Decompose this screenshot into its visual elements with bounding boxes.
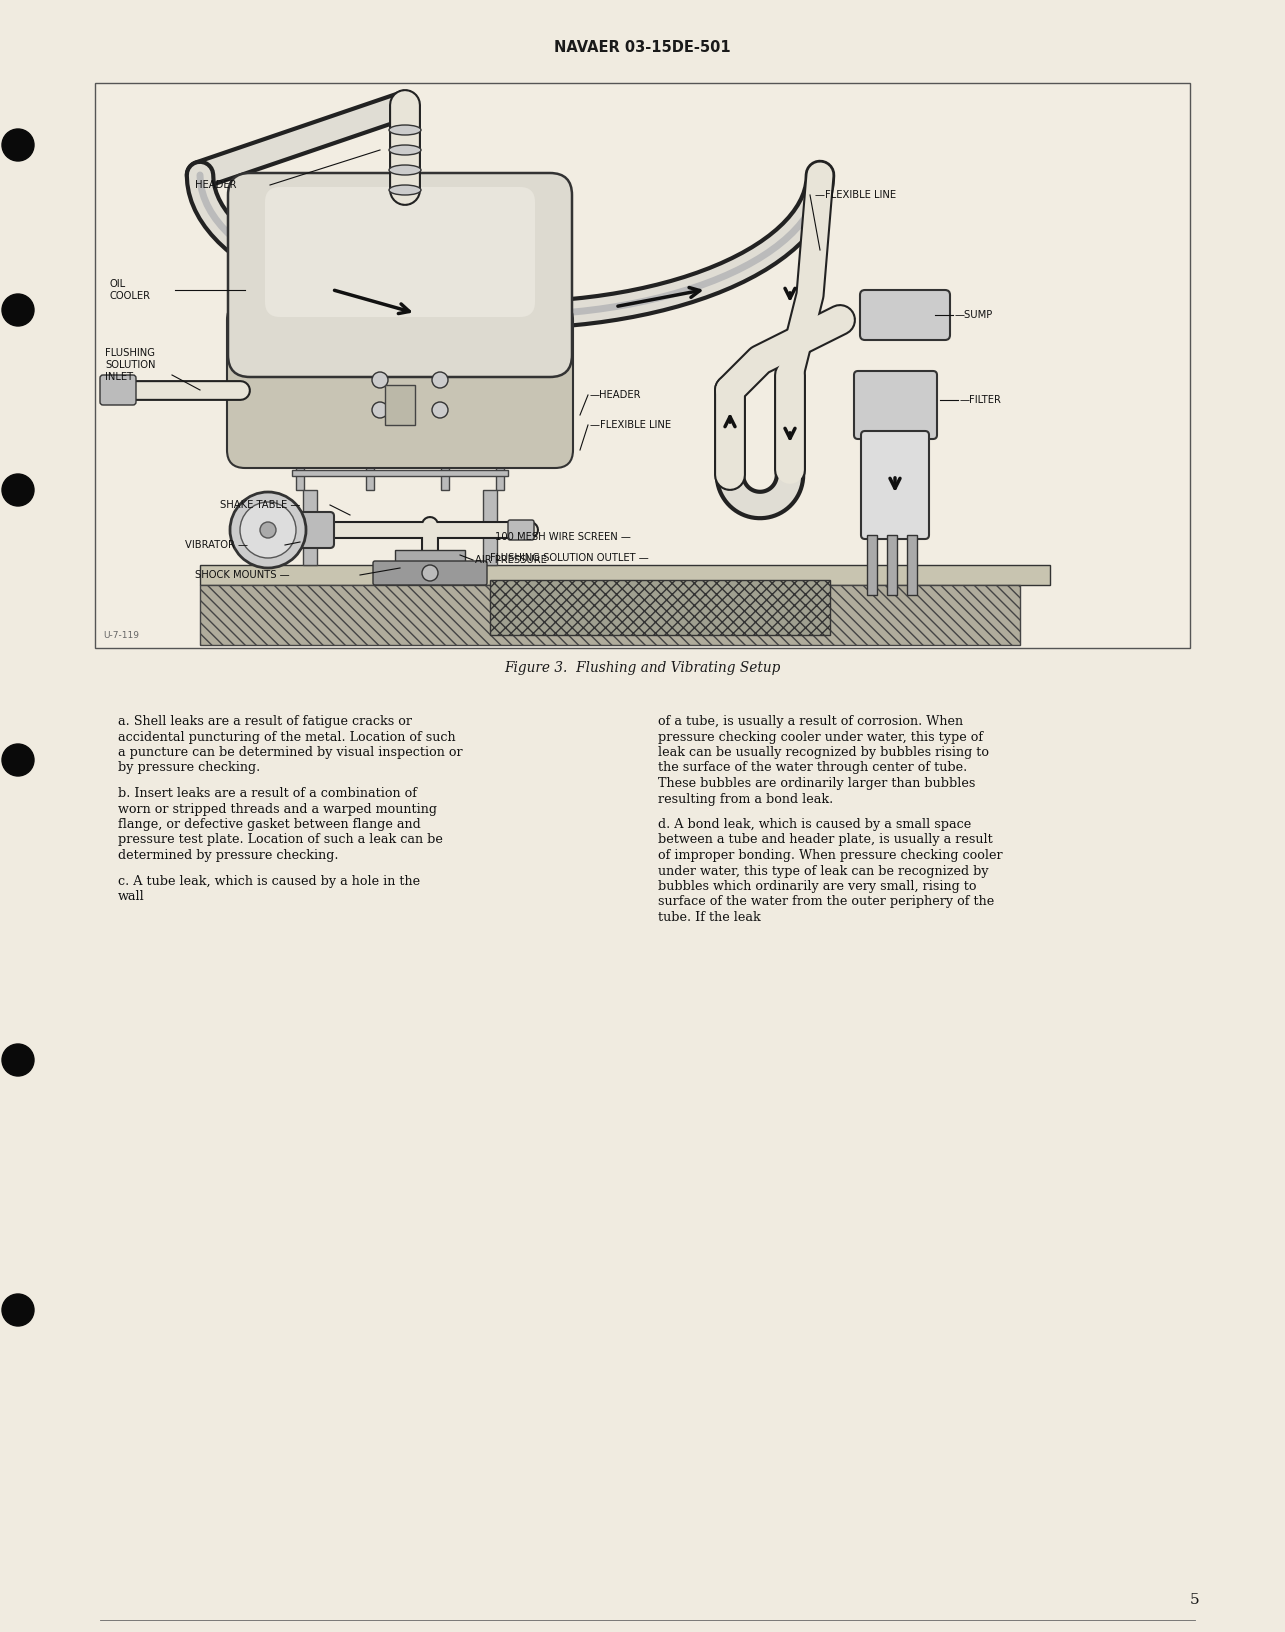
Circle shape	[3, 129, 33, 162]
Text: 100 MESH WIRE SCREEN —: 100 MESH WIRE SCREEN —	[495, 532, 631, 542]
Text: accidental puncturing of the metal. Location of such: accidental puncturing of the metal. Loca…	[118, 731, 456, 744]
Text: c. A tube leak, which is caused by a hole in the: c. A tube leak, which is caused by a hol…	[118, 875, 420, 888]
Text: worn or stripped threads and a warped mounting: worn or stripped threads and a warped mo…	[118, 803, 437, 816]
Text: SHOCK MOUNTS —: SHOCK MOUNTS —	[195, 570, 289, 579]
Ellipse shape	[389, 165, 421, 175]
FancyBboxPatch shape	[265, 188, 535, 317]
Bar	[887, 535, 897, 596]
Text: U-7-119: U-7-119	[103, 632, 139, 640]
Text: FLUSHING
SOLUTION
INLET: FLUSHING SOLUTION INLET	[105, 348, 155, 382]
Bar	[496, 361, 504, 490]
Circle shape	[3, 744, 33, 775]
Ellipse shape	[389, 126, 421, 135]
Text: These bubbles are ordinarily larger than bubbles: These bubbles are ordinarily larger than…	[658, 777, 975, 790]
Polygon shape	[200, 565, 1050, 584]
FancyBboxPatch shape	[855, 370, 937, 439]
Text: tube. If the leak: tube. If the leak	[658, 911, 761, 924]
Circle shape	[260, 522, 276, 539]
Text: bubbles which ordinarily are very small, rising to: bubbles which ordinarily are very small,…	[658, 880, 977, 893]
Text: flange, or defective gasket between flange and: flange, or defective gasket between flan…	[118, 818, 420, 831]
Bar	[200, 584, 1020, 645]
Bar	[441, 361, 448, 490]
Text: the surface of the water through center of tube.: the surface of the water through center …	[658, 762, 968, 775]
Text: pressure checking cooler under water, this type of: pressure checking cooler under water, th…	[658, 731, 983, 744]
Bar	[292, 470, 508, 477]
Text: —SUMP: —SUMP	[955, 310, 993, 320]
Text: b. Insert leaks are a result of a combination of: b. Insert leaks are a result of a combin…	[118, 787, 418, 800]
Text: d. A bond leak, which is caused by a small space: d. A bond leak, which is caused by a sma…	[658, 818, 971, 831]
Ellipse shape	[389, 184, 421, 194]
Text: —HEADER: —HEADER	[590, 390, 641, 400]
Bar	[394, 550, 465, 568]
Circle shape	[3, 1044, 33, 1075]
Circle shape	[371, 372, 388, 388]
Text: —FLEXIBLE LINE: —FLEXIBLE LINE	[815, 189, 896, 201]
Text: OIL
COOLER: OIL COOLER	[111, 279, 152, 302]
Text: leak can be usually recognized by bubbles rising to: leak can be usually recognized by bubble…	[658, 746, 989, 759]
Text: —FILTER: —FILTER	[960, 395, 1002, 405]
Bar	[386, 385, 415, 424]
Text: between a tube and header plate, is usually a result: between a tube and header plate, is usua…	[658, 834, 993, 847]
Text: of improper bonding. When pressure checking cooler: of improper bonding. When pressure check…	[658, 849, 1002, 862]
Text: —FLEXIBLE LINE: —FLEXIBLE LINE	[590, 419, 671, 429]
Bar	[95, 83, 1190, 648]
Circle shape	[421, 565, 438, 581]
Text: HEADER: HEADER	[195, 180, 236, 189]
Text: wall: wall	[118, 889, 145, 902]
Text: SHAKE TABLE —: SHAKE TABLE —	[220, 499, 301, 509]
Bar	[366, 361, 374, 490]
Text: NAVAER 03-15DE-501: NAVAER 03-15DE-501	[554, 39, 730, 54]
FancyBboxPatch shape	[860, 290, 950, 339]
Text: resulting from a bond leak.: resulting from a bond leak.	[658, 793, 833, 806]
Text: determined by pressure checking.: determined by pressure checking.	[118, 849, 338, 862]
Text: pressure test plate. Location of such a leak can be: pressure test plate. Location of such a …	[118, 834, 443, 847]
Text: by pressure checking.: by pressure checking.	[118, 762, 261, 775]
Circle shape	[3, 1294, 33, 1325]
Circle shape	[230, 491, 306, 568]
Bar	[907, 535, 917, 596]
FancyBboxPatch shape	[266, 512, 334, 548]
Text: under water, this type of leak can be recognized by: under water, this type of leak can be re…	[658, 865, 988, 878]
Bar	[490, 579, 830, 635]
FancyBboxPatch shape	[861, 431, 929, 539]
Text: a puncture can be determined by visual inspection or: a puncture can be determined by visual i…	[118, 746, 463, 759]
Bar	[303, 490, 317, 565]
Bar	[867, 535, 876, 596]
Text: VIBRATOR —: VIBRATOR —	[185, 540, 248, 550]
FancyBboxPatch shape	[100, 375, 136, 405]
Text: FLUSHING SOLUTION OUTLET —: FLUSHING SOLUTION OUTLET —	[490, 553, 649, 563]
FancyBboxPatch shape	[508, 521, 535, 540]
Text: a. Shell leaks are a result of fatigue cracks or: a. Shell leaks are a result of fatigue c…	[118, 715, 412, 728]
FancyBboxPatch shape	[373, 561, 487, 584]
Circle shape	[371, 401, 388, 418]
Circle shape	[432, 372, 448, 388]
Text: 5: 5	[1190, 1593, 1200, 1608]
Circle shape	[3, 294, 33, 326]
FancyBboxPatch shape	[227, 302, 573, 468]
Text: of a tube, is usually a result of corrosion. When: of a tube, is usually a result of corros…	[658, 715, 964, 728]
Circle shape	[240, 503, 296, 558]
Bar	[483, 490, 497, 565]
Circle shape	[3, 473, 33, 506]
Bar	[292, 429, 508, 436]
Ellipse shape	[389, 145, 421, 155]
Bar	[296, 361, 305, 490]
Circle shape	[432, 401, 448, 418]
FancyBboxPatch shape	[227, 173, 572, 377]
Text: surface of the water from the outer periphery of the: surface of the water from the outer peri…	[658, 896, 995, 909]
Text: Figure 3.  Flushing and Vibrating Setup: Figure 3. Flushing and Vibrating Setup	[504, 661, 780, 676]
Text: AIR PRESSURE: AIR PRESSURE	[475, 555, 547, 565]
